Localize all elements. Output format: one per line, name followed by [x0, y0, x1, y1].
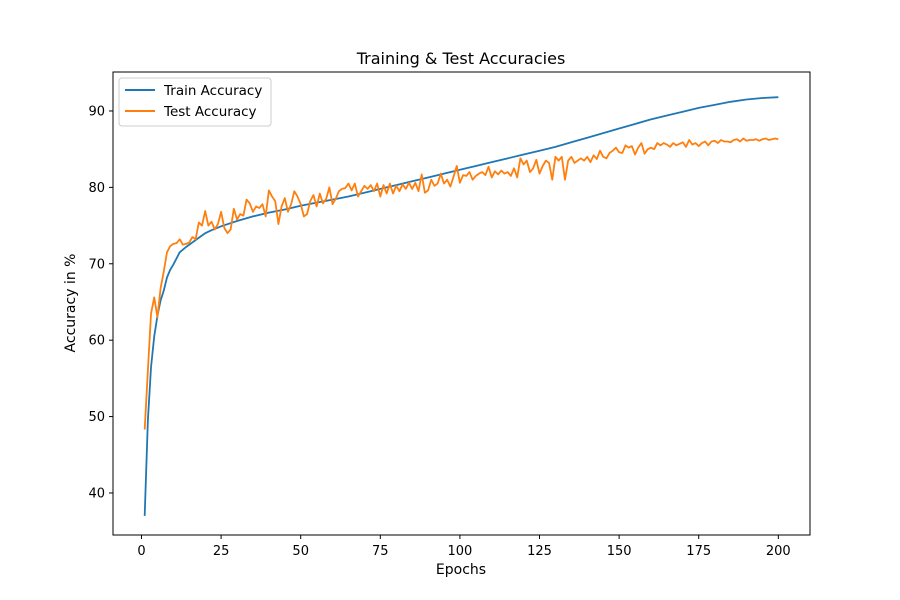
plot-area	[112, 71, 811, 536]
chart-title: Training & Test Accuracies	[356, 49, 566, 68]
series-line-test-accuracy	[143, 137, 779, 430]
y-tick-label: 50	[88, 410, 105, 425]
series-layer	[143, 96, 779, 516]
x-tick-label: 75	[372, 544, 389, 559]
x-tick-label: 175	[686, 544, 711, 559]
x-axis-ticks: 0 25 50 75 100 125 150 175 200	[137, 535, 791, 559]
y-tick-label: 80	[88, 181, 105, 196]
x-tick-label: 200	[766, 544, 791, 559]
x-tick-label: 50	[292, 544, 309, 559]
axes-frame	[112, 71, 811, 536]
y-axis-label: Accuracy in %	[63, 254, 79, 353]
legend-label-test: Test Accuracy	[163, 104, 257, 120]
x-tick-label: 150	[607, 544, 632, 559]
legend-box	[118, 77, 272, 127]
x-tick-label: 0	[137, 544, 145, 559]
y-tick-label: 90	[88, 104, 105, 119]
legend-label-train: Train Accuracy	[163, 83, 262, 99]
x-axis-label: Epochs	[436, 562, 486, 578]
legend: Train Accuracy Test Accuracy	[118, 77, 272, 127]
x-tick-label: 100	[447, 544, 472, 559]
y-axis-ticks: 40 50 60 70 80 90	[88, 104, 113, 501]
y-tick-label: 60	[88, 334, 105, 349]
series-line-train-accuracy	[143, 96, 779, 516]
y-tick-label: 40	[88, 486, 105, 501]
x-tick-label: 25	[213, 544, 230, 559]
y-tick-label: 70	[88, 257, 105, 272]
x-tick-label: 125	[527, 544, 552, 559]
